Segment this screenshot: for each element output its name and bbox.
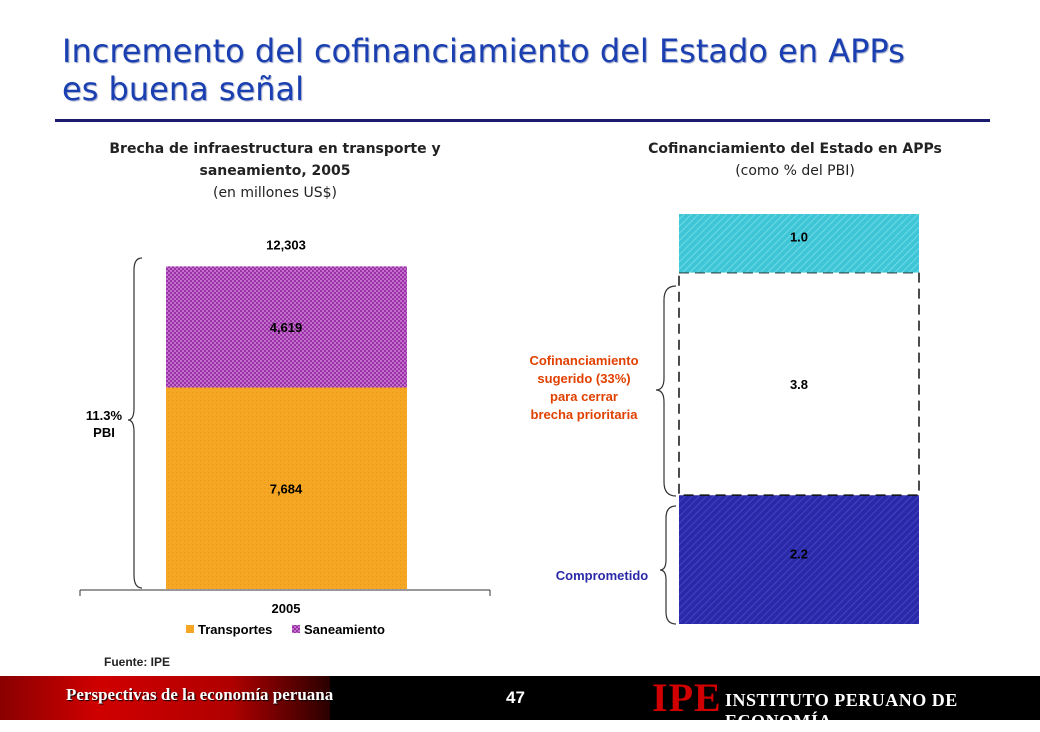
right-chart-title: Cofinanciamiento del Estado en APPs [648, 141, 942, 157]
total-label: 12,303 [266, 237, 306, 252]
page-number: 47 [506, 688, 525, 707]
bottom-segment-label: 2.2 [790, 547, 808, 562]
legend-label-transportes: Transportes [198, 622, 272, 637]
footer-red-band [0, 676, 330, 720]
top-segment-label: 1.0 [790, 229, 808, 244]
left-chart-title-line-1: Brecha de infraestructura en transporte … [109, 141, 441, 157]
bar-transportes [166, 387, 407, 589]
title-line-2: es buena señal [62, 70, 305, 108]
footer-publication-title: Perspectivas de la economía peruana [66, 685, 334, 704]
right-chart-subtitle: (como % del PBI) [735, 163, 855, 179]
left-chart-title-line-2: saneamiento, 2005 [199, 163, 351, 179]
source-note: Fuente: IPE [104, 655, 171, 669]
saneamiento-value-label: 4,619 [270, 320, 303, 335]
pbi-percent-label: 11.3% [86, 408, 123, 423]
slide-title: Incremento del cofinanciamiento del Esta… [62, 32, 1002, 108]
suggested-annotation-line-1: Cofinanciamiento [529, 353, 638, 368]
title-underline [55, 119, 990, 122]
right-chart-heading: Cofinanciamiento del Estado en APPs (com… [580, 138, 1010, 182]
ipe-logo: IPE [652, 675, 722, 720]
title-line-1: Incremento del cofinanciamiento del Esta… [62, 32, 905, 70]
suggested-brace [655, 285, 677, 497]
legend-label-saneamiento: Saneamiento [304, 622, 385, 637]
left-chart-heading: Brecha de infraestructura en transporte … [60, 138, 490, 204]
bar-comprometido [679, 495, 919, 624]
legend-swatch-saneamiento [292, 625, 300, 633]
suggested-annotation-line-2: sugerido (33%) [537, 371, 630, 386]
suggested-annotation-line-4: brecha prioritaria [531, 407, 639, 422]
legend-swatch-transportes [186, 625, 194, 633]
committed-brace [659, 505, 677, 625]
bar-cofinanciamiento-sugerido [678, 271, 920, 496]
middle-segment-label: 3.8 [790, 377, 808, 392]
pbi-label: PBI [93, 425, 115, 440]
pbi-brace [127, 257, 143, 589]
footer-bar: Perspectivas de la economía peruana 47 I… [0, 675, 1040, 731]
suggested-annotation-line-3: para cerrar [550, 389, 618, 404]
bar-cofinanciamiento-top [679, 214, 919, 273]
committed-annotation: Comprometido [556, 568, 649, 583]
x-tick-2005: 2005 [272, 601, 301, 616]
bar-saneamiento [166, 266, 407, 388]
ipe-logo-text: INSTITUTO PERUANO DE ECONOMÍA [725, 690, 958, 731]
left-chart-subtitle: (en millones US$) [212, 185, 337, 201]
transportes-value-label: 7,684 [270, 481, 303, 496]
